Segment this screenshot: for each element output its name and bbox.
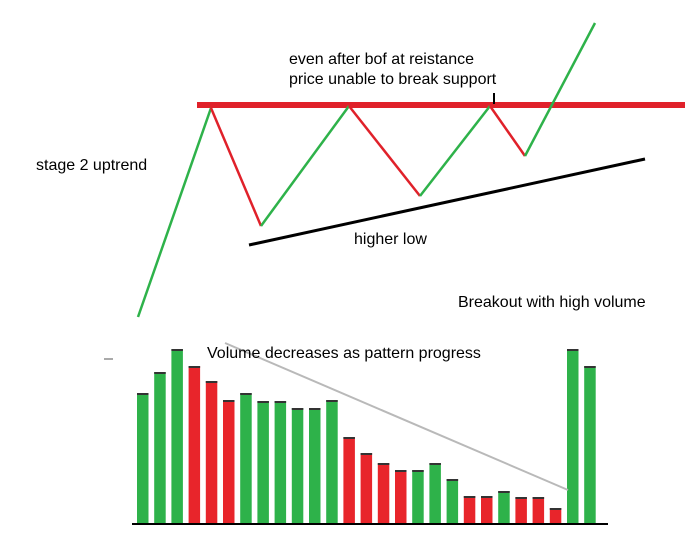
volume-bar bbox=[446, 479, 459, 523]
uptrend-leg bbox=[136, 107, 213, 318]
volume-bar-cap bbox=[429, 463, 441, 465]
support-trendline bbox=[248, 157, 646, 247]
volume-trend-line bbox=[224, 342, 569, 491]
volume-bar bbox=[395, 470, 407, 523]
volume-bar bbox=[326, 400, 338, 523]
volume-bar bbox=[291, 408, 304, 523]
volume-bar bbox=[463, 496, 476, 523]
volume-bar-cap bbox=[309, 408, 321, 410]
volume-bar-cap bbox=[326, 400, 338, 402]
price-path bbox=[136, 22, 597, 318]
decline-leg-1 bbox=[209, 107, 263, 227]
volume-trend-label: Volume decreases as pattern progress bbox=[207, 345, 481, 362]
volume-bar-cap bbox=[291, 408, 304, 410]
volume-bar-cap bbox=[567, 349, 579, 351]
volume-bar bbox=[154, 372, 166, 523]
breakout-leg bbox=[523, 22, 597, 157]
volume-bar-cap bbox=[205, 381, 218, 383]
volume-bar-cap bbox=[360, 453, 373, 455]
volume-bar bbox=[377, 463, 390, 523]
volume-bar bbox=[567, 349, 579, 523]
volume-bar bbox=[343, 437, 355, 523]
volume-bar bbox=[188, 366, 201, 523]
volume-bar-cap bbox=[377, 463, 390, 465]
volume-bar-cap bbox=[515, 497, 527, 499]
stage-label: stage 2 uptrend bbox=[36, 157, 147, 174]
breakout-note-line1: even after bof at reistance bbox=[289, 51, 474, 68]
volume-bar-cap bbox=[171, 349, 183, 351]
volume-bar bbox=[549, 508, 562, 523]
volume-bar-cap bbox=[549, 508, 562, 510]
volume-bar bbox=[309, 408, 321, 523]
volume-bar bbox=[360, 453, 373, 523]
volume-bars bbox=[137, 349, 596, 523]
volume-bar-cap bbox=[412, 470, 424, 472]
volume-bar bbox=[584, 366, 596, 523]
volume-bar bbox=[532, 497, 545, 523]
volume-bar bbox=[257, 401, 269, 523]
volume-bar bbox=[429, 463, 441, 523]
breakout-note-line2: price unable to break support bbox=[289, 71, 497, 88]
volume-bar-cap bbox=[395, 470, 407, 472]
breakout-volume-label: Breakout with high volume bbox=[458, 294, 646, 311]
volume-bar-cap bbox=[446, 479, 459, 481]
volume-bar-cap bbox=[240, 393, 252, 395]
rally-leg-1 bbox=[259, 105, 351, 227]
volume-bar-cap bbox=[584, 366, 596, 368]
volume-bar-cap bbox=[137, 393, 149, 395]
volume-bar bbox=[205, 381, 218, 523]
volume-bar bbox=[515, 497, 527, 523]
volume-bar bbox=[274, 401, 287, 523]
volume-bar-cap bbox=[223, 400, 235, 402]
volume-bar-cap bbox=[481, 496, 493, 498]
volume-bar bbox=[137, 393, 149, 523]
volume-bar bbox=[240, 393, 252, 523]
rally-leg-2 bbox=[419, 105, 491, 197]
higher-low-label: higher low bbox=[354, 231, 427, 248]
volume-bar bbox=[481, 496, 493, 523]
volume-bar-cap bbox=[257, 401, 269, 403]
volume-bar bbox=[171, 349, 183, 523]
volume-bar-cap bbox=[274, 401, 287, 403]
volume-bar-cap bbox=[188, 366, 201, 368]
volume-bar-cap bbox=[498, 491, 510, 493]
volume-bar-cap bbox=[343, 437, 355, 439]
volume-bar-cap bbox=[532, 497, 545, 499]
volume-bar bbox=[498, 491, 510, 523]
decline-leg-2 bbox=[348, 105, 421, 197]
volume-bar-cap bbox=[463, 496, 476, 498]
volume-bar bbox=[223, 400, 235, 523]
decline-leg-3 bbox=[488, 105, 527, 157]
volume-bar-cap bbox=[154, 372, 166, 374]
volume-bar bbox=[412, 470, 424, 523]
